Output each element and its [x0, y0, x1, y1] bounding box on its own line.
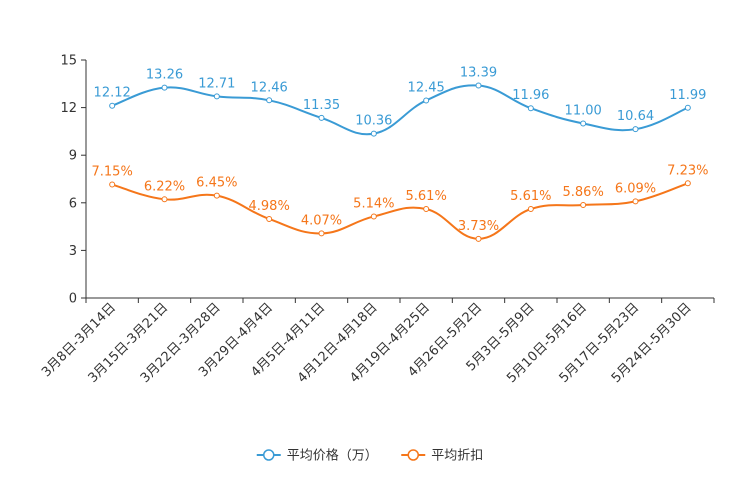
axes: 036912153月8日-3月14日3月15日-3月21日3月22日-3月28日… — [39, 54, 715, 386]
data-label: 11.35 — [303, 98, 340, 113]
data-point[interactable] — [213, 93, 220, 100]
data-point[interactable] — [527, 205, 534, 212]
data-label: 6.09% — [615, 181, 656, 196]
data-label: 11.96 — [512, 88, 549, 103]
data-point[interactable] — [423, 97, 430, 104]
data-label: 4.07% — [301, 213, 342, 228]
data-label: 4.98% — [249, 199, 290, 214]
data-point[interactable] — [318, 114, 325, 121]
legend-marker-icon — [263, 449, 275, 461]
legend-label: 平均折扣 — [431, 449, 483, 464]
y-tick-label: 12 — [60, 101, 77, 116]
y-tick-label: 3 — [69, 244, 77, 259]
data-label: 13.26 — [146, 68, 183, 83]
data-labels-layer: 12.12 13.26 12.71 12.46 11.35 10.36 12.45 13.39… — [92, 66, 709, 234]
legend-marker-icon — [407, 449, 419, 461]
data-point[interactable] — [632, 126, 639, 133]
data-point[interactable] — [580, 202, 587, 209]
data-point[interactable] — [632, 198, 639, 205]
y-tick-label: 15 — [60, 54, 77, 69]
data-point[interactable] — [527, 105, 534, 112]
data-label: 6.45% — [196, 176, 237, 191]
data-label: 6.22% — [144, 179, 185, 194]
data-point[interactable] — [161, 196, 168, 203]
data-point[interactable] — [580, 120, 587, 127]
data-label: 3.73% — [458, 219, 499, 234]
data-point[interactable] — [370, 130, 377, 137]
series-line-1 — [111, 84, 689, 136]
data-label: 5.14% — [353, 196, 394, 211]
data-label: 5.86% — [563, 185, 604, 200]
data-label: 13.39 — [460, 66, 497, 81]
data-label: 7.23% — [667, 163, 708, 178]
data-label: 10.64 — [617, 109, 654, 124]
legend-label: 平均价格（万） — [287, 448, 378, 464]
data-label: 7.15% — [92, 165, 133, 180]
data-label: 12.46 — [251, 80, 288, 95]
data-label: 12.45 — [408, 80, 445, 95]
data-point[interactable] — [684, 180, 691, 187]
data-point[interactable] — [475, 82, 482, 89]
y-tick-label: 0 — [69, 292, 77, 307]
series-layer — [109, 82, 691, 242]
data-label: 5.61% — [406, 189, 447, 204]
data-point[interactable] — [318, 230, 325, 237]
data-point[interactable] — [109, 102, 116, 109]
data-point[interactable] — [109, 181, 116, 188]
data-label: 11.99 — [669, 88, 706, 103]
data-label: 12.71 — [198, 76, 235, 91]
data-point[interactable] — [161, 84, 168, 91]
legend: 平均价格（万） 平均折扣 — [256, 448, 483, 464]
data-label: 12.12 — [94, 86, 131, 101]
data-point[interactable] — [423, 205, 430, 212]
legend-item-2[interactable]: 平均折扣 — [401, 449, 483, 464]
data-label: 5.61% — [510, 189, 551, 204]
data-point[interactable] — [684, 104, 691, 111]
data-point[interactable] — [266, 97, 273, 104]
data-label: 11.00 — [565, 103, 602, 118]
data-label: 10.36 — [355, 114, 392, 129]
data-point[interactable] — [475, 235, 482, 242]
y-tick-label: 6 — [69, 196, 77, 211]
data-point[interactable] — [213, 192, 220, 199]
data-point[interactable] — [370, 213, 377, 220]
legend-item-1[interactable]: 平均价格（万） — [256, 448, 378, 464]
y-tick-label: 9 — [69, 149, 77, 164]
data-point[interactable] — [266, 215, 273, 222]
